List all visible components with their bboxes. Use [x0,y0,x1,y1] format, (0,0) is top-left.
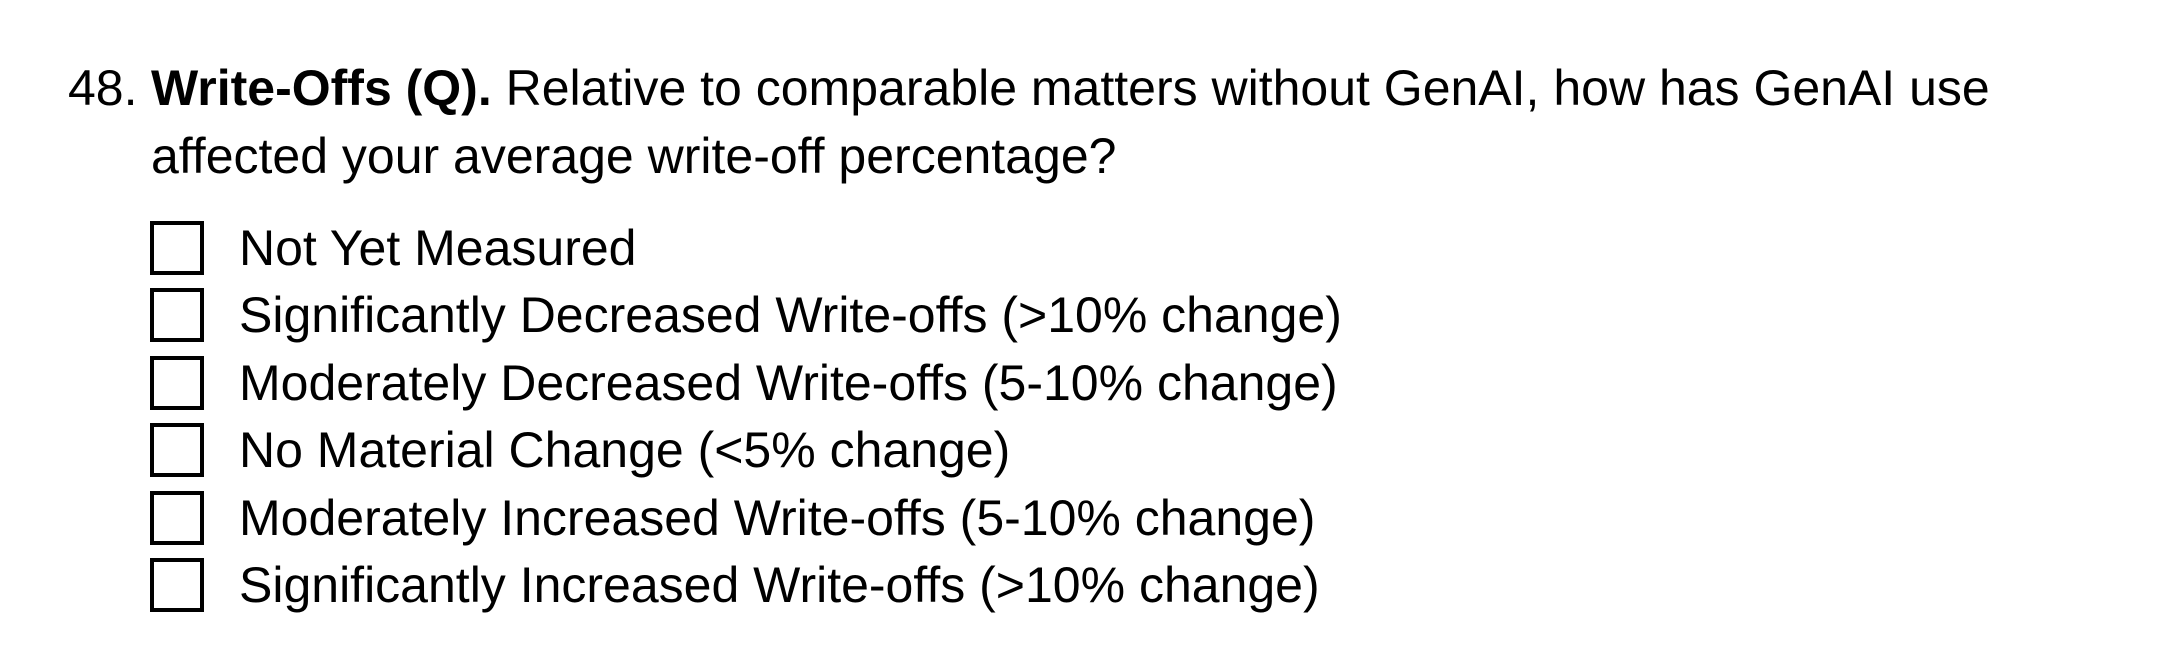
checkbox[interactable] [150,220,204,275]
checkbox[interactable] [150,490,204,545]
checkbox[interactable] [150,288,204,343]
option-significantly-increased[interactable]: Significantly Increased Write-offs (>10%… [150,552,1342,620]
checkbox[interactable] [150,423,204,478]
option-no-material-change[interactable]: No Material Change (<5% change) [150,417,1342,485]
option-significantly-decreased[interactable]: Significantly Decreased Write-offs (>10%… [150,282,1342,350]
survey-question: 48. Write-Offs (Q). Relative to comparab… [68,54,2128,190]
option-label: Moderately Decreased Write-offs (5-10% c… [239,354,1338,411]
option-label: Significantly Increased Write-offs (>10%… [239,557,1320,614]
option-moderately-decreased[interactable]: Moderately Decreased Write-offs (5-10% c… [150,349,1342,417]
question-text-line2: affected your average write-off percenta… [151,128,1117,184]
option-not-yet-measured[interactable]: Not Yet Measured [150,214,1342,282]
option-label: Not Yet Measured [239,219,637,276]
question-text-line1: Relative to comparable matters without G… [491,60,1990,116]
question-title: Write-Offs (Q). [151,60,492,116]
question-text-wrapper: Write-Offs (Q). Relative to comparable m… [151,54,2128,122]
checkbox[interactable] [150,355,204,410]
option-label: Moderately Increased Write-offs (5-10% c… [239,489,1316,546]
answer-options: Not Yet Measured Significantly Decreased… [150,214,1342,619]
option-label: Significantly Decreased Write-offs (>10%… [239,287,1342,344]
option-label: No Material Change (<5% change) [239,422,1011,479]
question-first-line: 48. Write-Offs (Q). Relative to comparab… [68,54,2128,122]
checkbox[interactable] [150,558,204,613]
option-moderately-increased[interactable]: Moderately Increased Write-offs (5-10% c… [150,484,1342,552]
question-number: 48. [68,60,138,116]
